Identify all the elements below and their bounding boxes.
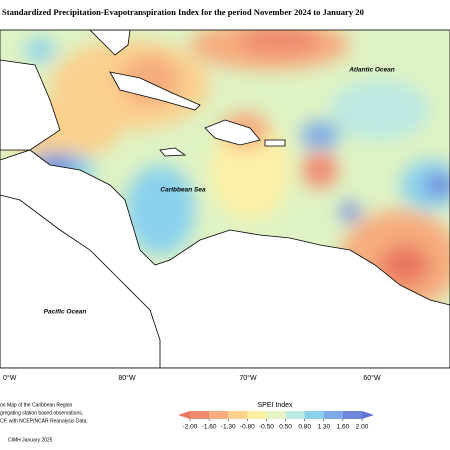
note: on Map of the Caribbean Region xyxy=(0,402,72,408)
map: Atlantic Ocean Caribbean Sea Pacific Oce… xyxy=(0,30,450,368)
ocean-label: Atlantic Ocean xyxy=(348,67,395,74)
lon-label: 80°W xyxy=(118,374,136,382)
legend-title: SPEI Index xyxy=(257,402,293,409)
legend-tick-label: -1.60 xyxy=(202,424,217,431)
legend-swatch xyxy=(266,411,286,419)
legend-swatch xyxy=(247,411,267,419)
legend-low xyxy=(178,411,190,419)
legend-swatch xyxy=(190,411,210,419)
legend-tick-label: -0.80 xyxy=(240,424,255,431)
legend-tick-label: 0.80 xyxy=(298,424,311,431)
legend-tick-label: -2.00 xyxy=(183,424,198,431)
legend-tick-label: 1.60 xyxy=(337,424,350,431)
legend-swatch xyxy=(304,411,325,419)
legend-swatch xyxy=(342,411,363,419)
legend-high xyxy=(362,411,374,419)
legend-tick-label: 1.30 xyxy=(317,424,330,431)
lon-label: 60°W xyxy=(363,374,381,382)
legend-tick-label: -0.50 xyxy=(259,424,274,431)
lon-label: 0°W xyxy=(3,374,17,382)
legend-tick-label: -1.30 xyxy=(221,424,236,431)
legend-swatch xyxy=(209,411,229,419)
title: Standardized Precipitation-Evapotranspir… xyxy=(2,7,364,17)
lon-label: 70°W xyxy=(239,374,257,382)
legend-tick-label: 0.50 xyxy=(279,424,292,431)
legend-swatch xyxy=(228,411,248,419)
note: gregating station based observations, xyxy=(0,410,83,416)
legend-swatch xyxy=(323,411,344,419)
sea-label: Caribbean Sea xyxy=(160,187,206,194)
legend: -2.00 -1.60 -1.30 -0.80 -0.50 0.50 0.80 1.30 1.6… xyxy=(178,411,374,431)
note: CIMH January 2025 xyxy=(8,437,53,443)
note: CF, with NCEP/NCAR Reanalysis Data. xyxy=(0,418,88,424)
ocean-label: Pacific Ocean xyxy=(44,309,87,316)
legend-swatch xyxy=(285,411,305,419)
legend-tick-label: 2.00 xyxy=(356,424,369,431)
